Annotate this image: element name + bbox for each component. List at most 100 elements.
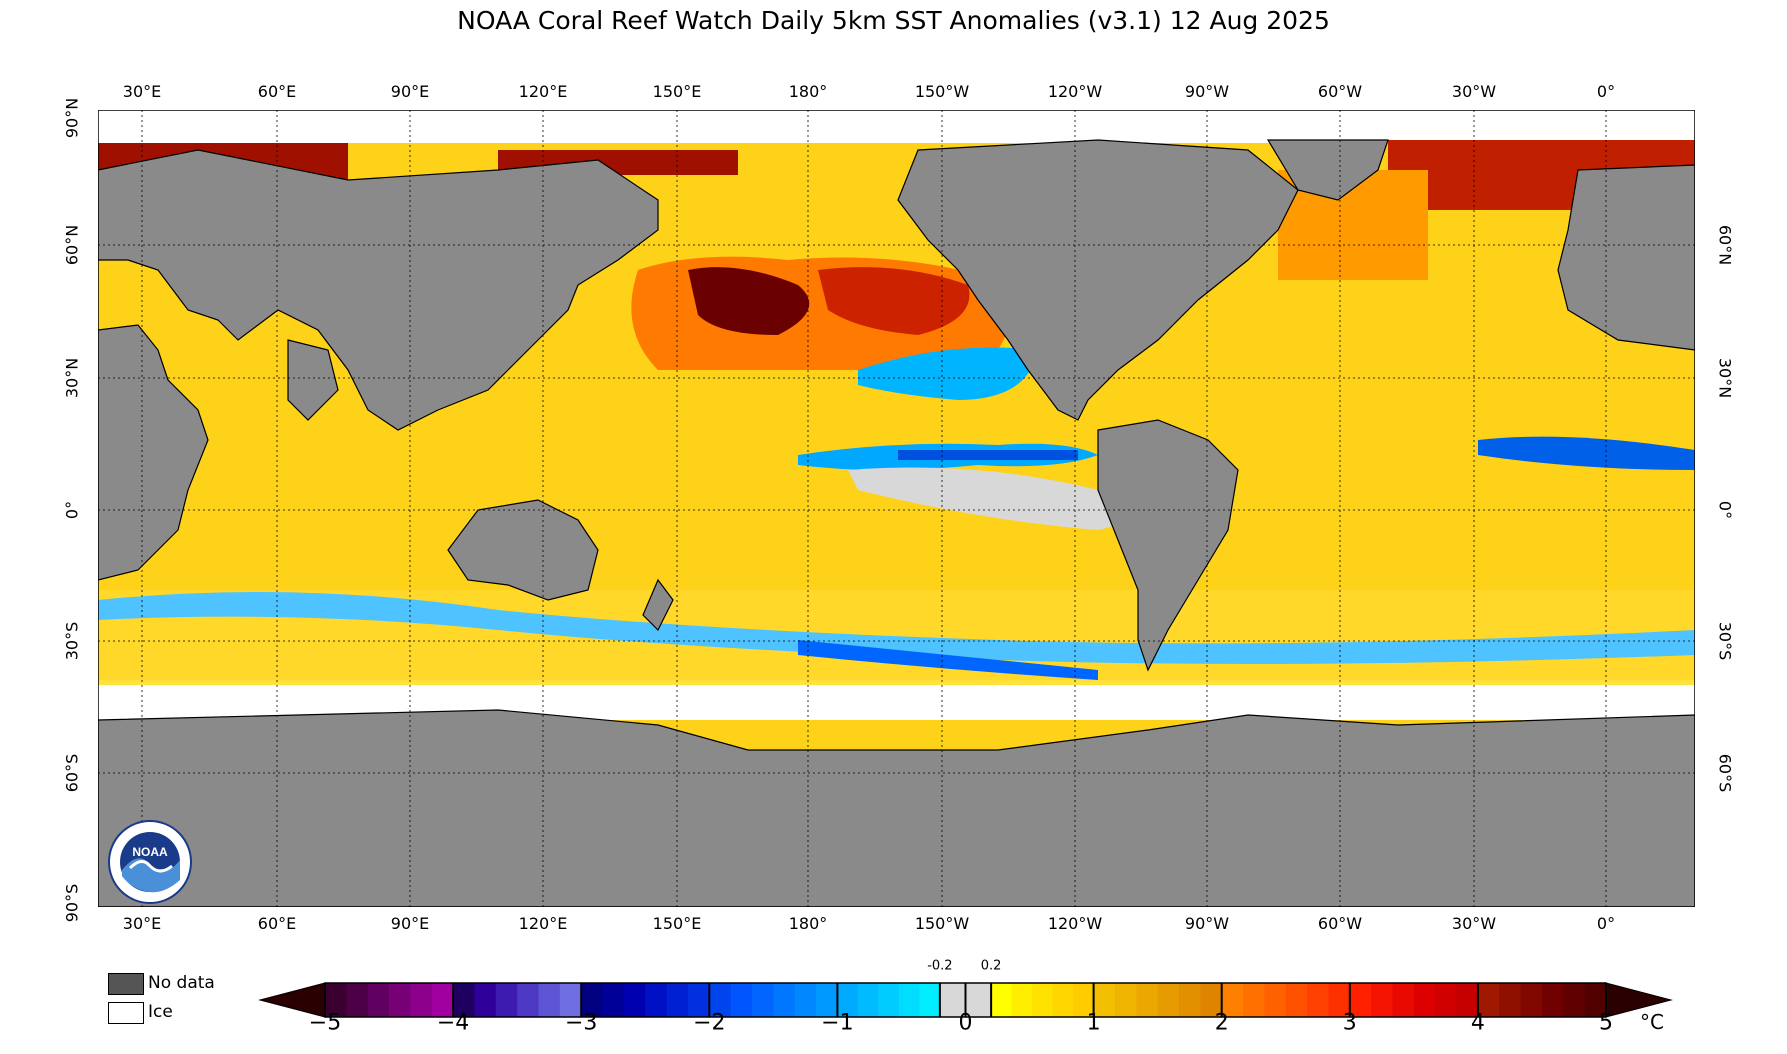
north-pacific-hot-region [818,267,970,335]
equatorial-cold-core [898,450,1078,460]
lat-label-right: 30°S [1715,621,1735,661]
lon-label-top: 180° [788,82,828,101]
lon-label-bottom: 90°W [1184,914,1230,933]
colorbar-swatch [1011,983,1033,1017]
lat-label-left: 90°S [62,883,82,923]
colorbar-swatch [495,983,518,1017]
map-title: NOAA Coral Reef Watch Daily 5km SST Anom… [457,6,1330,35]
lon-label-bottom: 90°E [390,914,430,933]
lon-label-top: 150°W [914,82,970,101]
lon-label-bottom: 60°W [1317,914,1363,933]
colorbar-swatch [474,983,497,1017]
colorbar-swatch [1157,983,1180,1017]
lon-label-bottom: 30°W [1451,914,1497,933]
colorbar-swatch [1179,983,1201,1017]
neutral-band-east-pacific [848,467,1123,530]
colorbar-swatch [645,983,668,1017]
land-greenland [1266,139,1389,201]
lat-label-right: 0° [1715,500,1735,520]
lat-label-left: 90°N [62,97,82,139]
colorbar-tick-label: 4 [1470,1010,1485,1036]
north-pacific-hot-core [688,267,810,335]
colorbar-small-label: -0.2 [927,958,953,974]
colorbar-swatch [1052,983,1074,1017]
lon-label-top: 120°E [518,82,568,101]
colorbar-swatch [898,983,920,1017]
lon-label-bottom: 180° [788,914,828,933]
lon-label-top: 120°W [1047,82,1103,101]
colorbar-small-label: 0.2 [980,958,1002,974]
colorbar-swatch [623,983,646,1017]
colorbar-swatch [1541,983,1564,1017]
colorbar-swatch [794,983,817,1017]
atlantic-equatorial-cool [1478,436,1695,470]
colorbar-unit: °C [1640,1010,1664,1034]
lon-label-bottom: 150°E [652,914,702,933]
colorbar-tick-label: 0 [958,1010,973,1036]
lat-label-right: 60°S [1715,753,1735,793]
colorbar-swatch [1285,983,1308,1017]
land-new-zealand [642,578,674,632]
colorbar-swatch [346,983,369,1017]
colorbar-tick-label: 2 [1214,1010,1229,1036]
colorbar-swatch [878,983,900,1017]
colorbar-tick-label: −4 [436,1010,470,1036]
colorbar-swatch [1563,983,1586,1017]
lon-label-top: 60°W [1317,82,1363,101]
no-data-swatch [108,973,144,995]
colorbar-swatch [389,983,411,1017]
noaa-logo: NOAA [108,820,192,904]
lon-label-bottom: 150°W [914,914,970,933]
southern-pacific-cold-streak [798,640,1098,680]
southern-ocean-cool-streaks [98,592,1695,664]
lon-label-top: 30°E [122,82,162,101]
colorbar-tick-label: 5 [1599,1010,1613,1036]
lat-label-right: 60°N [1715,224,1735,266]
colorbar-swatch [538,983,561,1017]
colorbar-swatch [367,983,390,1017]
lon-label-top: 90°E [390,82,430,101]
colorbar-swatch [991,983,1013,1017]
land-africa [98,324,209,581]
lon-label-top: 60°E [257,82,297,101]
land-europe [1557,164,1695,351]
colorbar-swatch [1032,983,1054,1017]
lon-label-top: 150°E [652,82,702,101]
land-masses [98,139,1695,907]
colorbar-swatch [1264,983,1287,1017]
colorbar-tick-label: 3 [1342,1010,1357,1036]
colorbar-tick-label: −2 [693,1010,726,1036]
lat-label-left: 30°N [62,357,82,399]
colorbar-swatch [1243,983,1265,1017]
lon-label-bottom: 60°E [257,914,297,933]
land-india [287,339,339,421]
colorbar-swatch [410,983,433,1017]
colorbar-tick-label: −5 [308,1010,342,1036]
lon-label-bottom: 0° [1596,914,1616,933]
land-south-america [1097,419,1239,672]
colorbar-swatch [752,983,774,1017]
lon-label-bottom: 30°E [122,914,162,933]
ice-label: Ice [148,1002,173,1022]
colorbar-swatch [1392,983,1415,1017]
lon-label-top: 0° [1596,82,1616,101]
no-data-label: No data [148,973,215,993]
ice-swatch [108,1002,144,1024]
colorbar-swatch [1136,983,1159,1017]
colorbar-swatch [1307,983,1329,1017]
colorbar-swatch [730,983,753,1017]
lat-label-left: 60°N [62,224,82,266]
colorbar-swatch [773,983,796,1017]
lat-label-left: 0° [62,500,82,520]
colorbar-swatch [666,983,689,1017]
sst-anomaly-map[interactable] [98,110,1695,907]
colorbar-swatch [1371,983,1393,1017]
colorbar-tick-label: 1 [1086,1010,1101,1036]
lon-label-bottom: 120°W [1047,914,1103,933]
lat-label-right: 30°N [1715,357,1735,399]
lon-label-bottom: 120°E [518,914,568,933]
land-eurasia [98,149,659,431]
colorbar-swatch [602,983,625,1017]
logo-text: NOAA [132,845,168,859]
colorbar-tick-label: −3 [564,1010,598,1036]
